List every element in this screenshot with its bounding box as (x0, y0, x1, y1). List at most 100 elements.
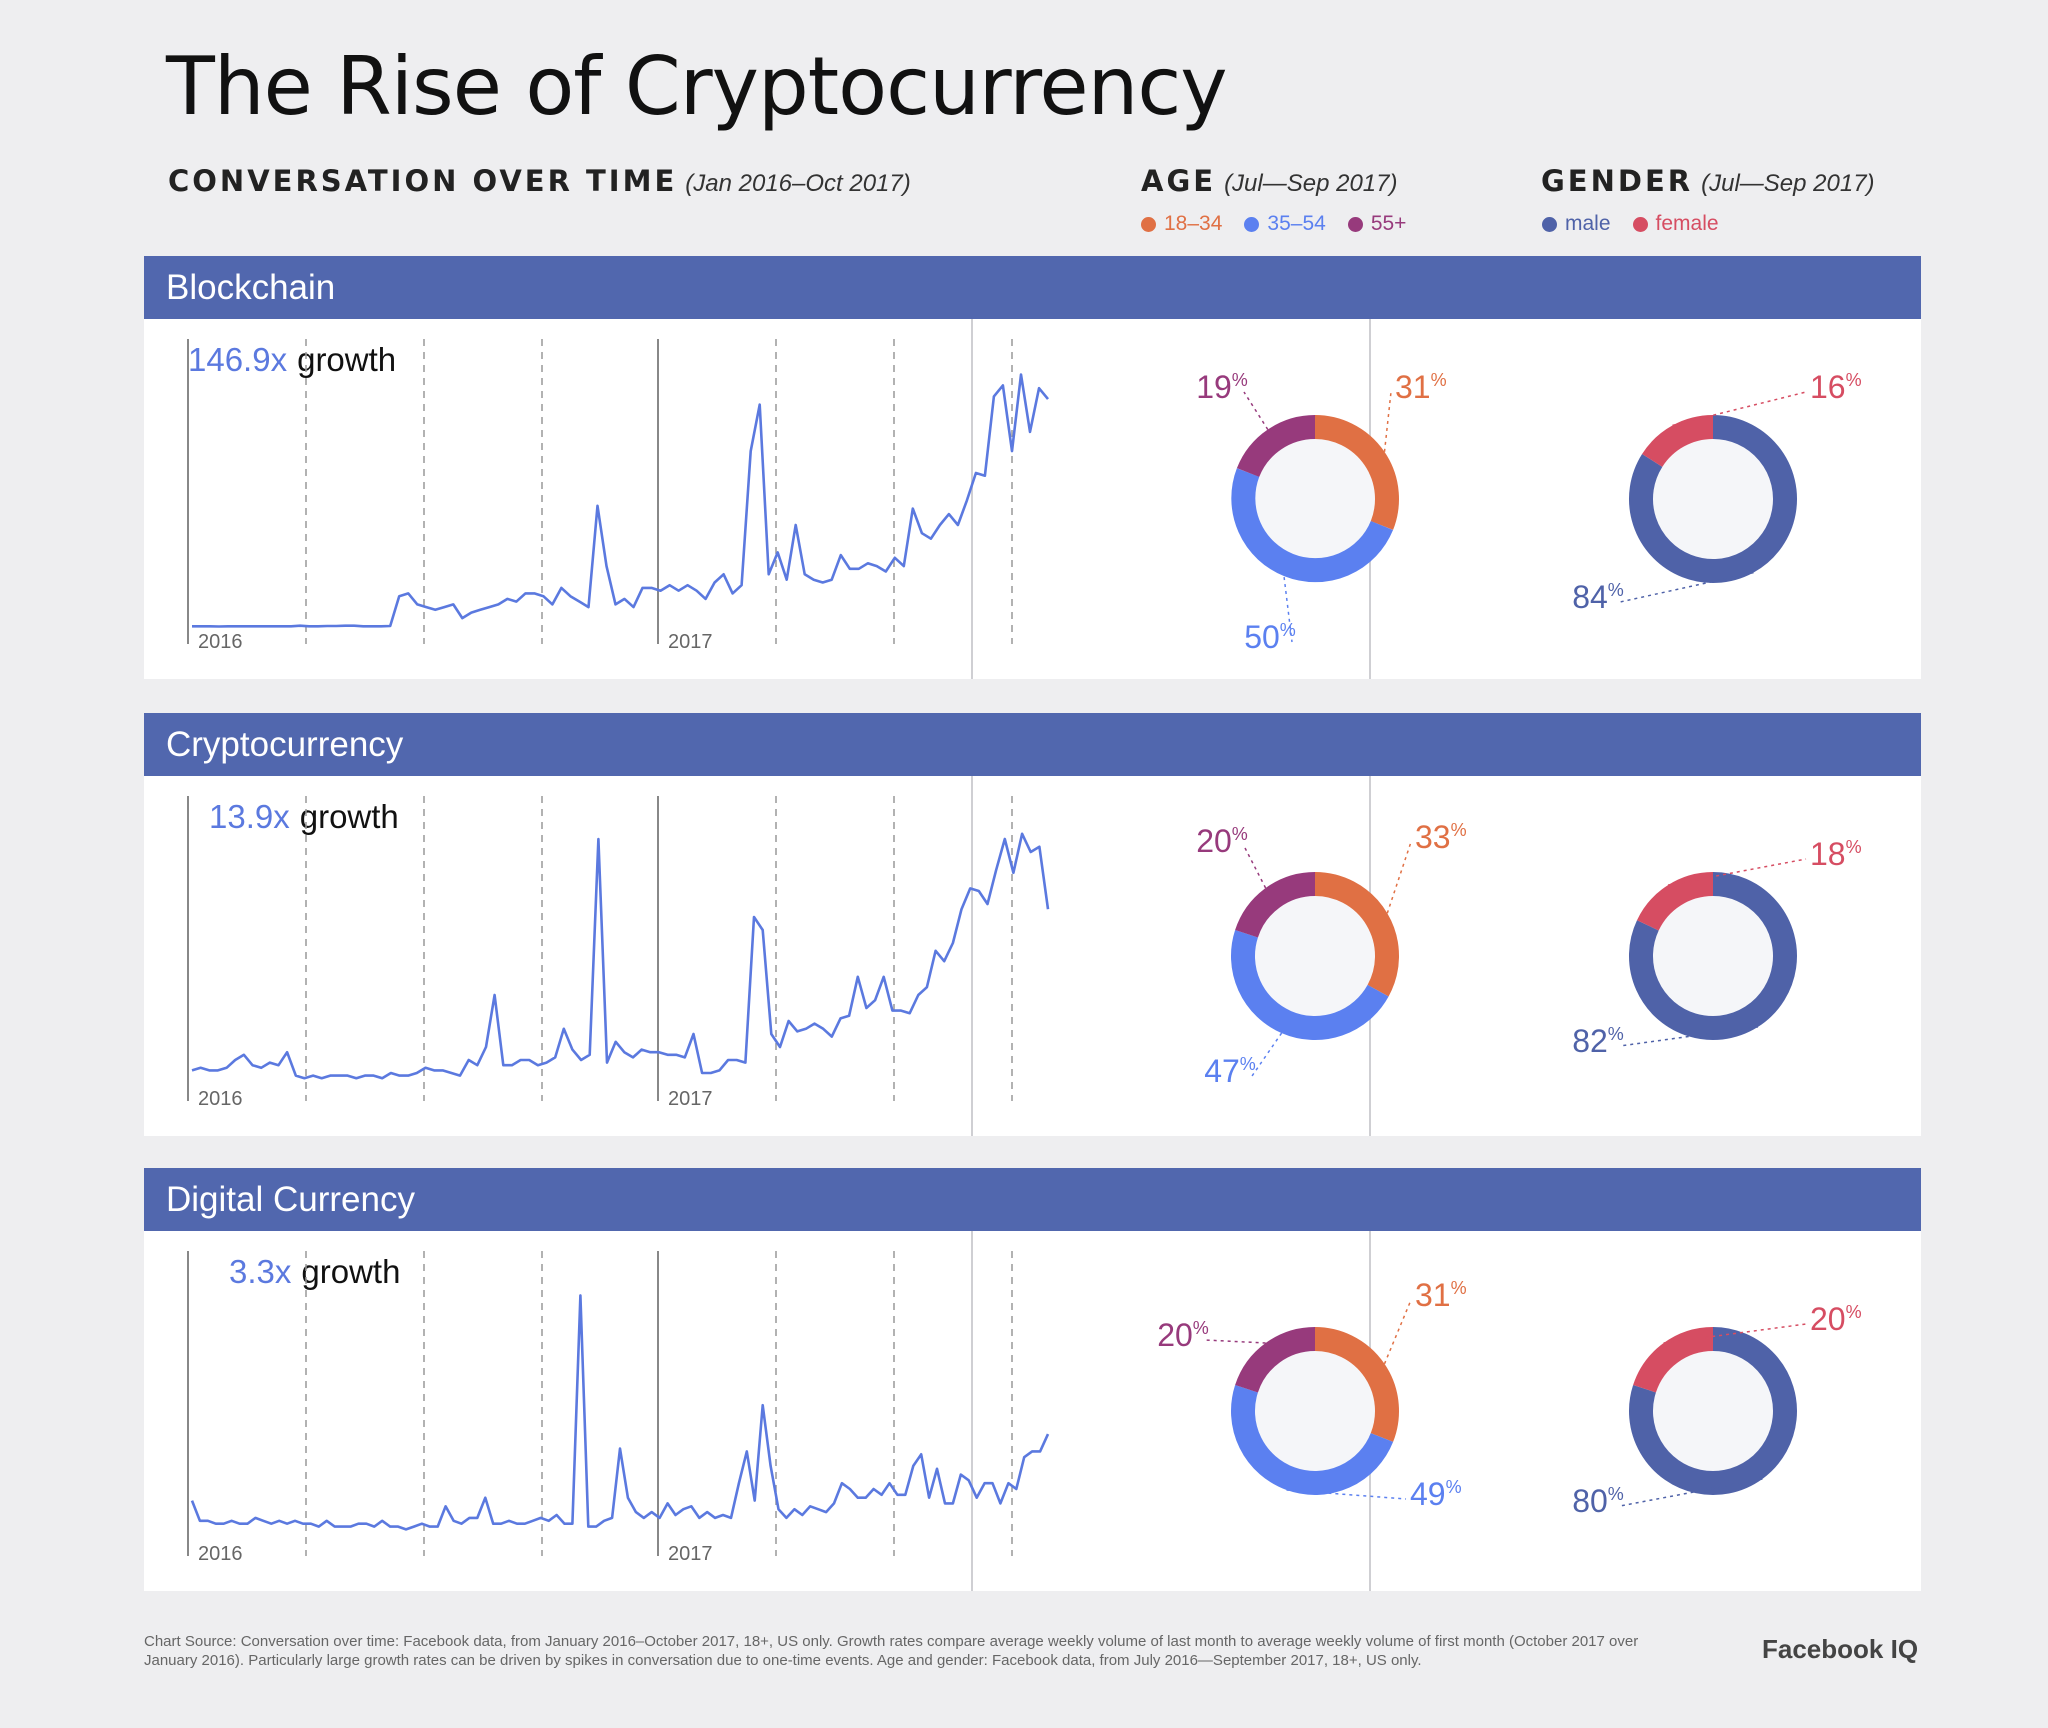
gender-pct-label: 84% (1572, 579, 1624, 615)
growth-word: growth (301, 1253, 401, 1290)
gender-donut-slice (1629, 415, 1797, 583)
age-legend-label: 35–54 (1267, 212, 1326, 235)
age-leader-line (1204, 1339, 1266, 1344)
age-leader-line (1243, 845, 1267, 889)
age-header-range: (Jul—Sep 2017) (1224, 170, 1398, 197)
gender-leader-line (1619, 1026, 1759, 1047)
age-leader-line (1386, 841, 1412, 914)
gender-pct-label: 16% (1810, 369, 1862, 405)
series-line (190, 1294, 1050, 1531)
age-legend-dot (1347, 216, 1363, 232)
gender-legend-dot (1542, 216, 1557, 232)
growth-word: growth (297, 341, 397, 378)
line-chart: 2016 2017 33% 47% 20% 82% 18% (187, 796, 1862, 1110)
gender-leader-line (1619, 571, 1754, 603)
age-leader-line (1243, 391, 1269, 430)
topic-name: Cryptocurrency (166, 725, 404, 764)
age-donut-slice (1231, 468, 1394, 583)
growth-word: growth (299, 798, 399, 835)
age-donut-slice (1314, 1327, 1399, 1442)
gender-pct-label: 80% (1572, 1483, 1624, 1519)
age-pct-sign: % (1451, 820, 1467, 840)
topic-row: Blockchain 146.9x growth 2016 2017 31% 50% 19% 8… (144, 256, 1921, 679)
gender-pct-sign: % (1846, 837, 1862, 857)
panel-divider (971, 1231, 973, 1591)
topic-row-panel: 13.9x growth 2016 2017 33% 47% 20% 82% 18% (144, 776, 1921, 1136)
age-legend-dot (1244, 216, 1260, 232)
growth-value: 3.3x (229, 1253, 292, 1290)
age-pct-label: 49% (1410, 1476, 1462, 1512)
age-legend-item: 55+ (1347, 212, 1407, 236)
age-pct-sign: % (1232, 824, 1248, 844)
x-tick-label: 2017 (668, 1543, 713, 1565)
age-leader-line (1251, 1032, 1283, 1077)
line-chart: 2016 2017 31% 49% 20% 80% 20% (187, 1251, 1862, 1565)
age-pct-label: 31% (1395, 369, 1447, 405)
age-pct-label: 20% (1196, 823, 1248, 859)
gender-donut-center (1653, 439, 1773, 559)
age-pct-sign: % (1232, 370, 1248, 390)
gender-pct-sign: % (1846, 370, 1862, 390)
conversation-header: CONVERSATION OVER TIME (Jan 2016–Oct 2017… (168, 164, 911, 198)
age-legend-label: 18–34 (1164, 212, 1223, 235)
gender-donut-slice (1636, 872, 1714, 931)
age-donut-slice (1235, 872, 1316, 938)
growth-value: 146.9x (188, 341, 288, 378)
age-pct-label: 47% (1204, 1053, 1256, 1089)
panel-divider (971, 776, 973, 1136)
gender-leader-line (1663, 1323, 1807, 1344)
topic-name: Blockchain (166, 268, 336, 307)
line-chart: 2016 2017 31% 50% 19% 84% 16% (187, 339, 1862, 655)
age-leader-line (1383, 391, 1392, 452)
gender-leader-line (1619, 1478, 1763, 1507)
age-header-label: AGE (1141, 164, 1217, 198)
age-donut-slice (1236, 415, 1316, 478)
age-donut-slice (1231, 1385, 1394, 1495)
growth-label: 13.9x growth (209, 798, 399, 836)
series-line (191, 832, 1050, 1080)
panel-divider (971, 319, 973, 679)
age-pct-label: 50% (1244, 619, 1296, 655)
page-title: The Rise of Cryptocurrency (166, 40, 1228, 133)
gender-pct-label: 18% (1810, 836, 1862, 872)
age-donut-slice (1231, 930, 1389, 1040)
conversation-header-range: (Jan 2016–Oct 2017) (685, 170, 911, 197)
age-pct-label: 20% (1157, 1317, 1209, 1353)
gender-donut-slice (1633, 1327, 1714, 1393)
age-donut-center (1255, 439, 1375, 559)
age-donut-center (1255, 896, 1375, 1016)
age-donut-slice (1314, 415, 1399, 530)
x-tick-label: 2017 (668, 1088, 713, 1110)
age-pct-sign: % (1240, 1054, 1256, 1074)
footnote: Chart Source: Conversation over time: Fa… (144, 1633, 1639, 1669)
gender-pct-label: 20% (1810, 1301, 1862, 1337)
topic-row: Digital Currency 3.3x growth 2016 2017 31% 49%… (144, 1168, 1921, 1591)
age-pct-sign: % (1193, 1318, 1209, 1338)
conversation-header-label: CONVERSATION OVER TIME (168, 164, 678, 198)
topic-row-header: Cryptocurrency (144, 713, 1921, 776)
growth-label: 146.9x growth (188, 341, 396, 379)
age-pct-sign: % (1446, 1477, 1462, 1497)
age-header: AGE (Jul—Sep 2017) (1141, 164, 1398, 198)
gender-pct-sign: % (1608, 1024, 1624, 1044)
gender-legend-label: male (1565, 212, 1611, 235)
gender-donut-slice (1642, 415, 1714, 468)
topic-row: Cryptocurrency 13.9x growth 2016 2017 33% 47% 2… (144, 713, 1921, 1136)
gender-pct-sign: % (1608, 580, 1624, 600)
gender-donut-center (1653, 1351, 1773, 1471)
gender-donut-slice (1629, 1327, 1797, 1495)
gender-legend-dot (1632, 216, 1648, 232)
age-legend-label: 55+ (1370, 212, 1407, 235)
gender-pct-sign: % (1608, 1484, 1624, 1504)
age-leader-line (1383, 1299, 1412, 1365)
age-pct-label: 19% (1196, 369, 1248, 405)
age-pct-label: 33% (1415, 819, 1467, 855)
gender-header-range: (Jul—Sep 2017) (1701, 170, 1875, 197)
gender-leader-line (1667, 858, 1807, 886)
gender-donut-slice (1629, 872, 1797, 1040)
topic-row-panel: 3.3x growth 2016 2017 31% 49% 20% 80% 20% (144, 1231, 1921, 1591)
topic-row-header: Digital Currency (144, 1168, 1921, 1231)
gender-legend-label: female (1655, 212, 1719, 235)
gender-header-label: GENDER (1541, 164, 1694, 198)
gender-pct-label: 82% (1572, 1023, 1624, 1059)
